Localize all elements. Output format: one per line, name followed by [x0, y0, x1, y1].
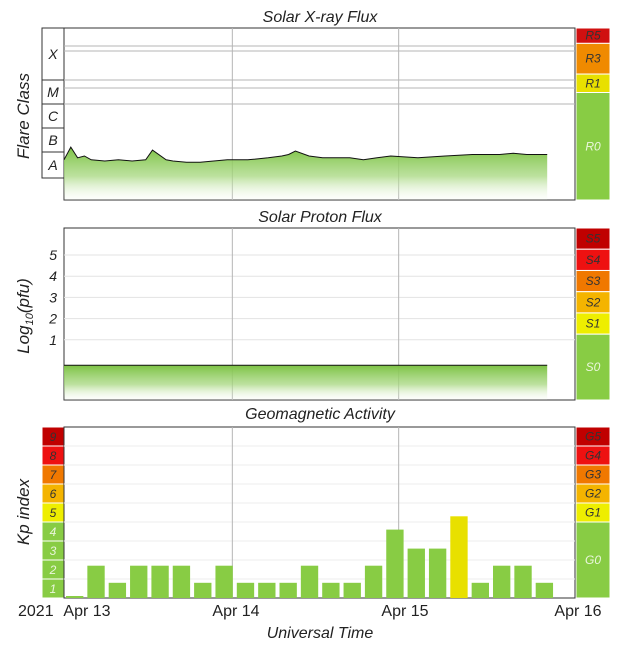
- xray-ylabel: Flare Class: [14, 73, 33, 159]
- kp-bar: [428, 548, 447, 598]
- xray-flux-area: [64, 147, 548, 200]
- proton-y-ticks: 1 2 3 4 5: [48, 247, 57, 348]
- geomag-scale-level-g0: [575, 521, 611, 599]
- kp-bar: [194, 582, 212, 598]
- kp-level-label-1: 1: [50, 582, 57, 596]
- kp-bar: [87, 565, 105, 598]
- kp-bar: [66, 596, 84, 598]
- x-axis-label: Universal Time: [267, 625, 374, 642]
- proton-scale-level-label-s0: S0: [586, 360, 601, 374]
- geomag-scale-level-label-g0: G0: [585, 553, 601, 567]
- kp-level-label-8: 8: [50, 449, 57, 463]
- kp-left-scale: 1 2 3 4 5 6 7 8 9: [41, 426, 65, 599]
- proton-scale-level-label-s2: S2: [586, 295, 601, 309]
- proton-tick-2: 2: [48, 311, 57, 327]
- xray-scale-level-label-r0: R0: [585, 139, 601, 153]
- kp-bar: [258, 582, 276, 598]
- x-tick-apr16: Apr 16: [554, 603, 601, 620]
- proton-scale-level-label-s4: S4: [586, 253, 601, 267]
- proton-tick-4: 4: [49, 268, 57, 284]
- geomag-panel: Geomagnetic Activity Kp index 123456789 …: [14, 406, 611, 599]
- xray-flux-line: [63, 146, 548, 163]
- kp-bar: [322, 582, 340, 598]
- geomag-scale-level-label-g1: G1: [585, 506, 601, 520]
- geomag-g-scale: G5 G4 G3 G2 G1 G0: [575, 426, 611, 599]
- kp-level-label-6: 6: [50, 487, 57, 501]
- kp-bar: [236, 582, 255, 598]
- kp-bar: [386, 529, 404, 598]
- x-axis-year: 2021: [18, 603, 54, 620]
- kp-bar: [514, 565, 532, 598]
- flare-class-m: M: [47, 84, 59, 100]
- proton-scale-level-s0: [575, 333, 611, 401]
- proton-tick-5: 5: [49, 247, 57, 263]
- kp-bar: [407, 548, 425, 598]
- xray-scale-level-label-r5: R5: [585, 29, 601, 43]
- geomag-scale-level-label-g5: G5: [585, 430, 601, 444]
- kp-bar: [300, 565, 319, 598]
- kp-level-label-4: 4: [50, 525, 57, 539]
- kp-bar: [364, 565, 383, 598]
- kp-bar: [108, 582, 127, 598]
- kp-level-label-5: 5: [50, 506, 57, 520]
- geomag-grid: [64, 427, 575, 598]
- geomag-scale-level-label-g3: G3: [585, 468, 601, 482]
- x-tick-apr14: Apr 14: [212, 603, 259, 620]
- geomag-ylabel: Kp index: [14, 478, 33, 545]
- kp-bar: [471, 582, 489, 598]
- xray-scale-level-r0: [575, 92, 611, 201]
- geomag-plot-frame: [63, 426, 576, 599]
- proton-title: Solar Proton Flux: [258, 209, 383, 226]
- kp-bars: [66, 516, 554, 598]
- geomag-title: Geomagnetic Activity: [245, 406, 396, 423]
- kp-level-label-7: 7: [50, 468, 58, 482]
- proton-s-scale: S5 S4 S3 S2 S1 S0: [575, 227, 611, 401]
- proton-tick-3: 3: [49, 289, 57, 305]
- xray-title: Solar X-ray Flux: [263, 9, 379, 26]
- xray-r-scale: R5 R3 R1 R0: [575, 27, 611, 201]
- proton-scale-level-label-s1: S1: [586, 317, 601, 331]
- xray-scale-level-label-r3: R3: [585, 52, 601, 66]
- proton-flux-area: [64, 365, 548, 400]
- proton-scale-level-label-s5: S5: [586, 232, 601, 246]
- kp-bar: [343, 582, 361, 598]
- proton-grid: [64, 228, 575, 400]
- proton-ylabel-main: Log: [14, 325, 33, 354]
- kp-bar: [279, 582, 297, 598]
- proton-series: [64, 364, 548, 400]
- proton-ylabel: Log10(pfu): [14, 278, 36, 354]
- xray-scale-level-r3: [575, 42, 611, 75]
- x-axis: 2021 Apr 13 Apr 14 Apr 15 Apr 16 Univers…: [18, 603, 602, 642]
- kp-bar: [215, 565, 233, 598]
- xray-grid: [64, 28, 575, 200]
- kp-level-label-9: 9: [50, 430, 57, 444]
- proton-tick-1: 1: [49, 332, 57, 348]
- proton-ylabel-sub: 10: [24, 312, 36, 325]
- flare-class-c: C: [48, 108, 59, 124]
- geomag-scale-level-label-g4: G4: [585, 449, 601, 463]
- kp-bar: [172, 565, 191, 598]
- kp-bar: [130, 565, 148, 598]
- kp-bar: [450, 516, 468, 598]
- kp-level-label-3: 3: [50, 544, 57, 558]
- geomag-scale-level-label-g2: G2: [585, 487, 601, 501]
- kp-bar: [151, 565, 169, 598]
- xray-series: [63, 146, 548, 200]
- flare-class-b: B: [48, 132, 57, 148]
- x-tick-apr15: Apr 15: [381, 603, 428, 620]
- kp-bar: [493, 565, 511, 598]
- flare-class-a: A: [47, 157, 57, 173]
- xray-scale-level-label-r1: R1: [585, 76, 600, 90]
- flare-class-x: X: [47, 46, 58, 62]
- kp-bar: [535, 582, 554, 598]
- kp-level-label-2: 2: [49, 563, 57, 577]
- proton-ylabel-tail: (pfu): [14, 278, 33, 313]
- x-tick-apr13: Apr 13: [63, 603, 110, 620]
- proton-scale-level-label-s3: S3: [586, 274, 601, 288]
